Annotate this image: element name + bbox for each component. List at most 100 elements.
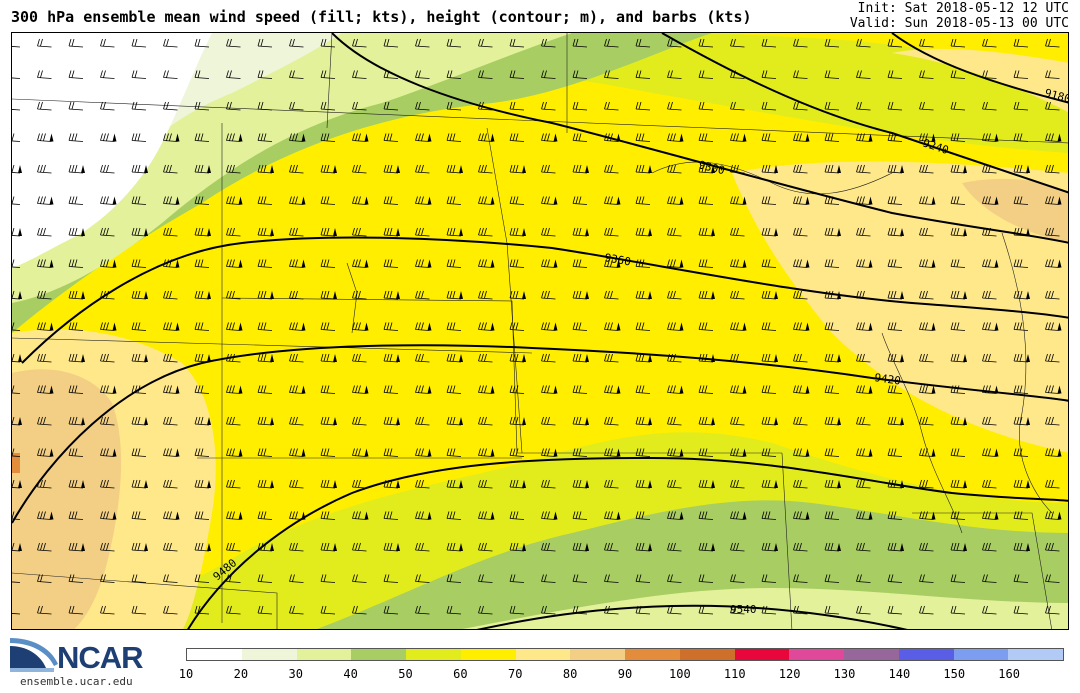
wind-barb-icon (730, 574, 745, 583)
wind-barb-icon (12, 322, 21, 331)
wind-barb-icon (730, 38, 745, 48)
fill-east-70-80 (732, 161, 1068, 453)
wind-barb-icon (383, 353, 400, 363)
wind-barb-icon (320, 196, 336, 205)
wind-barb-icon (982, 385, 999, 394)
wind-barb-icon (793, 38, 808, 48)
wind-barb-icon (604, 164, 619, 174)
wind-barb-icon (12, 133, 21, 142)
wind-barb-icon (100, 574, 115, 583)
wind-barb-icon (950, 290, 967, 300)
wind-barb-icon (856, 70, 871, 79)
wind-barb-icon (478, 70, 493, 79)
wind-barb-icon (856, 605, 871, 615)
wind-barb-icon (37, 196, 54, 205)
wind-barb-icon (1045, 542, 1060, 552)
wind-barb-icon (12, 479, 22, 489)
colorbar-segment (460, 649, 516, 660)
wind-barb-icon (761, 38, 777, 48)
wind-barb-icon (446, 164, 463, 174)
wind-barb-icon (12, 448, 21, 457)
wind-barb-icon (131, 259, 147, 268)
wind-barb-icon (919, 322, 936, 331)
wind-barb-icon (1013, 259, 1029, 268)
wind-barb-icon (793, 70, 808, 79)
wind-barb-icon (509, 322, 525, 331)
wind-barb-icon (509, 38, 525, 48)
wind-barb-icon (856, 133, 873, 142)
wind-barb-icon (635, 38, 651, 48)
wind-barb-icon (635, 70, 651, 79)
wind-barb-icon (698, 196, 714, 205)
wind-barb-icon (730, 70, 745, 79)
wind-barb-icon (12, 77, 21, 79)
wind-barb-icon (572, 542, 589, 552)
wind-barb-icon (761, 101, 777, 111)
ncar-url[interactable]: ensemble.ucar.edu (20, 675, 133, 688)
wind-barb-icon (415, 227, 430, 237)
wind-barb-icon (982, 416, 997, 426)
wind-barb-icon (1045, 385, 1062, 394)
colorbar-tick-label: 10 (178, 667, 194, 681)
wind-barb-icon (982, 448, 999, 457)
wind-barb-icon (1013, 164, 1030, 174)
wind-barb-icon (100, 259, 117, 268)
wind-barb-icon (352, 70, 367, 79)
wind-barb-icon (730, 259, 747, 268)
wind-barb-icon (100, 70, 115, 79)
wind-barb-icon (698, 164, 715, 174)
wind-barb-icon (131, 133, 147, 142)
wind-barb-icon (12, 385, 21, 394)
wind-barb-icon (698, 574, 714, 583)
wind-barb-icon (635, 353, 652, 363)
wind-barb-icon (383, 542, 400, 552)
wind-barb-icon (37, 479, 52, 489)
wind-barb-icon (950, 479, 967, 489)
wind-barb-icon (163, 605, 178, 615)
wind-barb-icon (1045, 196, 1062, 205)
wind-barb-icon (604, 196, 621, 205)
wind-barb-icon (194, 70, 210, 79)
weather-map[interactable]: 9180 9240 9300 9360 9420 9480 9540 (11, 32, 1069, 630)
wind-barb-icon (856, 227, 871, 237)
wind-barb-icon (730, 290, 745, 300)
wind-barb-icon (761, 385, 777, 394)
wind-barb-icon (446, 259, 462, 268)
wind-barb-icon (289, 70, 304, 79)
wind-barb-icon (383, 38, 399, 48)
wind-barb-icon (100, 322, 117, 331)
wind-barb-icon (131, 227, 148, 237)
wind-barb-icon (352, 38, 367, 48)
wind-barb-icon (100, 448, 117, 457)
wind-barb-icon (415, 164, 430, 174)
wind-barb-icon (982, 542, 997, 552)
wind-barb-icon (887, 133, 903, 142)
wind-barb-icon (1013, 38, 1029, 48)
wind-barb-icon (478, 133, 495, 142)
wind-barb-icon (37, 448, 54, 457)
wind-barb-icon (226, 290, 241, 300)
wind-barb-icon (604, 574, 619, 583)
wind-barb-icon (100, 416, 115, 426)
wind-barb-icon (320, 542, 337, 552)
colorbar-tick-label: 120 (778, 667, 801, 681)
wind-barb-icon (68, 574, 84, 583)
wind-barb-icon (68, 196, 84, 205)
wind-barb-icon (604, 133, 621, 142)
wind-barb-icon (289, 164, 304, 174)
wind-barb-icon (194, 353, 211, 363)
wind-barb-icon (478, 290, 493, 300)
wind-barb-icon (667, 227, 682, 237)
wind-barb-icon (226, 196, 243, 205)
wind-barb-icon (226, 322, 243, 331)
wind-barb-icon (446, 479, 463, 489)
wind-barb-icon (383, 227, 400, 237)
wind-barb-icon (289, 101, 304, 111)
wind-barb-icon (12, 290, 22, 300)
wind-barb-icon (761, 133, 777, 142)
wind-barb-icon (919, 511, 936, 520)
wind-barb-icon (352, 353, 367, 363)
wind-barb-icon (919, 542, 934, 552)
wind-barb-icon (541, 70, 556, 79)
wind-barb-icon (604, 322, 621, 331)
